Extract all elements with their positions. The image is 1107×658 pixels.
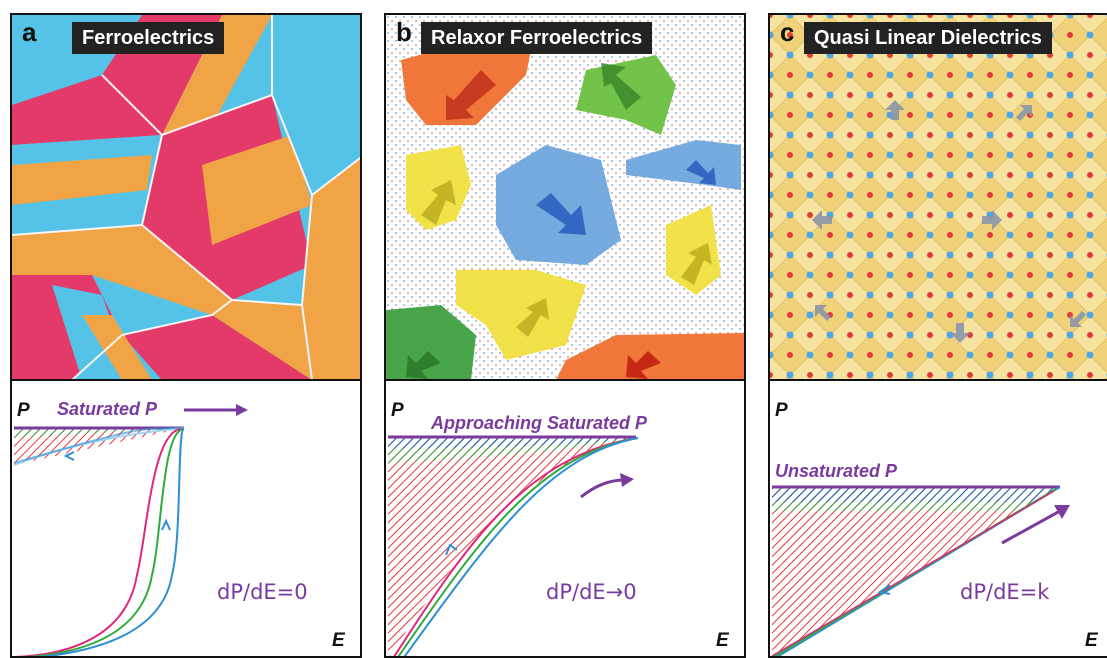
dipole-arrow-icon bbox=[1016, 105, 1032, 121]
panel-letter: c bbox=[780, 17, 795, 47]
dipole-arrow-icon bbox=[812, 210, 832, 230]
pe-line bbox=[771, 485, 1070, 656]
panel-title: Ferroelectrics bbox=[72, 22, 225, 54]
p-axis-label: P bbox=[17, 400, 30, 421]
panel-letter: b bbox=[396, 17, 412, 47]
domain-mosaic bbox=[12, 15, 360, 381]
panel-a: a Ferroelectrics P Saturated P dP/dE=0 E bbox=[10, 13, 362, 658]
slope-formula: dP/dE=k bbox=[960, 580, 1050, 604]
pe-loop bbox=[13, 404, 248, 656]
e-axis-label: E bbox=[1085, 630, 1098, 651]
panel-title: Relaxor Ferroelectrics bbox=[421, 22, 653, 54]
pe-loop bbox=[388, 435, 639, 656]
dipole-arrow-icon bbox=[815, 305, 831, 321]
panel-letter: a bbox=[22, 17, 37, 47]
annotation: Approaching Saturated P bbox=[431, 413, 648, 433]
dipole-arrow-icon bbox=[982, 210, 1002, 230]
relaxor-domains-illustration bbox=[386, 15, 744, 656]
perovskite-lattice bbox=[770, 15, 1107, 380]
annotation: Saturated P bbox=[57, 399, 158, 419]
dipole-arrow-icon bbox=[950, 323, 970, 343]
p-axis-label: P bbox=[775, 400, 788, 421]
e-axis-label: E bbox=[332, 630, 345, 651]
polar-nanoregions bbox=[386, 15, 744, 380]
panel-title: Quasi Linear Dielectrics bbox=[804, 22, 1052, 54]
annotation: Unsaturated P bbox=[775, 461, 898, 481]
panel-c: c Quasi Linear Dielectrics P Unsaturated… bbox=[768, 13, 1107, 658]
dipole-arrow-icon bbox=[1070, 311, 1086, 327]
ferroelectric-domains-illustration bbox=[12, 15, 360, 656]
panel-b: b Relaxor Ferroelectrics P Approaching S… bbox=[384, 13, 746, 658]
quasi-linear-lattice-illustration bbox=[770, 15, 1107, 656]
p-axis-label: P bbox=[391, 400, 404, 421]
slope-formula: dP/dE→0 bbox=[546, 580, 637, 604]
dipole-arrow-icon bbox=[885, 100, 905, 120]
slope-formula: dP/dE=0 bbox=[217, 580, 308, 604]
e-axis-label: E bbox=[716, 630, 729, 651]
